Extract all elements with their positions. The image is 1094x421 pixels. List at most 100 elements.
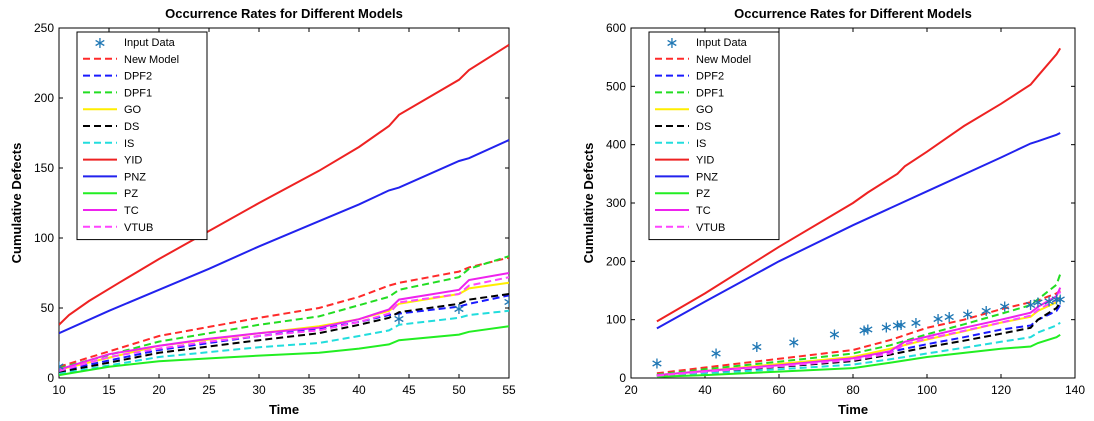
- x-tick-label: 60: [772, 383, 786, 397]
- legend-item: New Model: [655, 54, 751, 66]
- legend-label: DS: [696, 121, 711, 133]
- legend: ∗ Input Data New Model DPF2 DPF1 GO DS IS YID PNZ…: [648, 31, 780, 241]
- legend-label: VTUB: [696, 222, 725, 234]
- chart-1: 10 15 20 25 30 35 40 45 50 55 0 50 100 150 200 250 Occur…: [9, 6, 516, 417]
- data-point: ∗: [709, 343, 722, 362]
- data-point: ∗: [909, 313, 922, 332]
- legend-label: IS: [696, 138, 706, 150]
- data-point: ∗: [1042, 291, 1055, 310]
- x-axis-label: Time: [269, 402, 299, 417]
- legend-label: VTUB: [124, 222, 153, 234]
- series-line-ds: [59, 293, 509, 374]
- y-tick-label: 300: [606, 196, 626, 210]
- legend-item: DS: [83, 121, 139, 133]
- legend-label: Input Data: [124, 37, 176, 49]
- legend-item: TC: [83, 205, 139, 217]
- data-point: ∗: [894, 315, 907, 334]
- legend-label: GO: [124, 104, 142, 116]
- y-tick-label: 600: [606, 21, 626, 35]
- y-tick-label: 200: [34, 91, 54, 105]
- y-tick-label: 400: [606, 138, 626, 152]
- x-tick-label: 120: [991, 383, 1011, 397]
- legend-item: DPF2: [655, 71, 724, 83]
- legend-box: [76, 31, 208, 241]
- data-point: ∗: [787, 332, 800, 351]
- series-line-vtub: [59, 276, 509, 372]
- series-line-dpf1: [59, 255, 509, 370]
- legend-label: PZ: [696, 188, 710, 200]
- legend-item: ∗ Input Data: [665, 33, 747, 52]
- data-point: ∗: [1050, 290, 1063, 309]
- y-tick-label: 100: [34, 231, 54, 245]
- legend-item: IS: [83, 138, 134, 150]
- y-tick-label: 200: [606, 254, 626, 268]
- legend-item: GO: [655, 104, 714, 116]
- x-tick-label: 15: [102, 383, 116, 397]
- data-point: ∗: [1031, 293, 1044, 312]
- series-line-yid: [59, 43, 509, 326]
- y-tick-label: 50: [41, 301, 55, 315]
- legend-label: DPF1: [696, 87, 724, 99]
- data-point: ∗: [828, 325, 841, 344]
- series-line-yid: [656, 47, 1062, 323]
- legend-item: IS: [655, 138, 706, 150]
- legend-label: Input Data: [696, 37, 748, 49]
- legend-item: TC: [655, 205, 711, 217]
- x-tick-label: 20: [152, 383, 166, 397]
- legend-label: PNZ: [696, 171, 718, 183]
- legend: ∗ Input Data New Model DPF2 DPF1 GO DS IS YID PNZ…: [76, 31, 208, 241]
- legend-label: TC: [124, 205, 139, 217]
- legend-label: PZ: [124, 188, 138, 200]
- legend-label: PNZ: [124, 171, 146, 183]
- y-axis-label: Cumulative Defects: [9, 143, 24, 264]
- y-tick-label: 250: [34, 21, 54, 35]
- series-line-is: [656, 321, 1061, 378]
- legend-label: New Model: [696, 54, 751, 66]
- legend-label: YID: [124, 155, 142, 167]
- x-tick-label: 100: [917, 383, 937, 397]
- data-point: ∗: [857, 321, 870, 340]
- data-point: ∗: [392, 309, 405, 328]
- legend-item: DPF1: [83, 87, 152, 99]
- legend-item: DPF2: [83, 71, 152, 83]
- legend-item: VTUB: [83, 222, 153, 234]
- legend-label: IS: [124, 138, 134, 150]
- x-tick-label: 10: [52, 383, 66, 397]
- chart-2: 20 40 60 80 100 120 140 0 100 200 300 400 500 600 Occu…: [581, 6, 1085, 417]
- data-point: ∗: [979, 301, 992, 320]
- series-line-is: [59, 309, 509, 375]
- legend-label: YID: [696, 155, 714, 167]
- data-point: ∗: [998, 297, 1011, 316]
- x-tick-label: 45: [402, 383, 416, 397]
- legend-item: GO: [83, 104, 142, 116]
- series-group: ∗∗ ∗ ∗ ∗ ∗∗ ∗∗∗ ∗ ∗∗ ∗ ∗ ∗ ∗∗∗∗∗: [650, 47, 1067, 378]
- x-tick-label: 40: [698, 383, 712, 397]
- x-axis-label: Time: [838, 402, 868, 417]
- data-point: ∗: [880, 318, 893, 337]
- series-line-new-model: [656, 289, 1061, 375]
- x-tick-label: 30: [252, 383, 266, 397]
- legend-item: PZ: [655, 188, 710, 200]
- legend-label: New Model: [124, 54, 179, 66]
- series-line-vtub: [656, 291, 1062, 377]
- data-point: ∗: [1053, 290, 1066, 309]
- data-point: ∗: [452, 299, 465, 318]
- data-point: ∗: [942, 307, 955, 326]
- data-point: ∗: [861, 319, 874, 338]
- data-point: ∗: [931, 309, 944, 328]
- x-tick-label: 20: [624, 383, 638, 397]
- y-tick-label: 0: [619, 371, 626, 385]
- data-point: ∗: [891, 315, 904, 334]
- legend-item: YID: [655, 155, 714, 167]
- data-point: ∗: [502, 292, 515, 311]
- chart-title: Occurrence Rates for Different Models: [734, 6, 972, 21]
- legend-item: DS: [655, 121, 711, 133]
- series-line-new-model: [59, 256, 509, 368]
- y-tick-label: 100: [606, 313, 626, 327]
- x-tick-label: 55: [502, 383, 516, 397]
- legend-item: PNZ: [655, 171, 718, 183]
- data-point: ∗: [961, 304, 974, 323]
- legend-marker: ∗: [665, 33, 678, 52]
- data-point: ∗: [1024, 295, 1037, 314]
